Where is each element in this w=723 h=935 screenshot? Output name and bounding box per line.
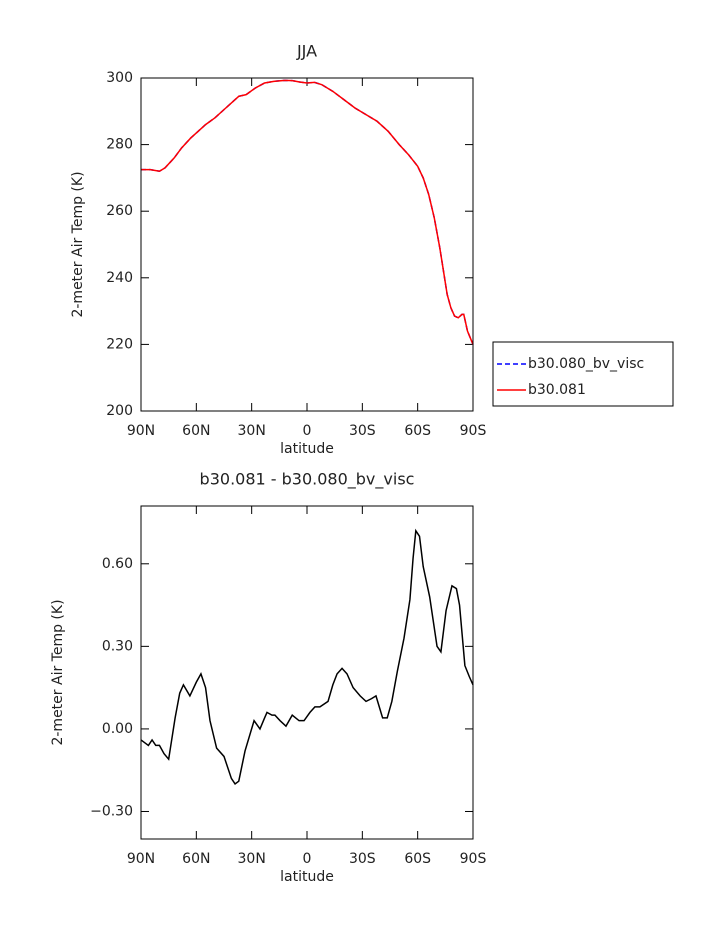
y-tick-label: 200 bbox=[106, 403, 133, 419]
x-tick-label: 30S bbox=[349, 851, 376, 867]
legend-label: b30.081 bbox=[528, 382, 586, 398]
data-line bbox=[141, 79, 474, 345]
legend-box bbox=[492, 341, 674, 407]
x-tick-label: 60S bbox=[404, 423, 431, 439]
chart-title: JJA bbox=[296, 42, 317, 61]
y-tick-label: 0.60 bbox=[102, 556, 133, 572]
y-tick-label: 260 bbox=[106, 203, 133, 219]
data-line bbox=[141, 79, 474, 345]
x-tick-label: 0 bbox=[303, 423, 312, 439]
x-tick-label: 30N bbox=[238, 423, 266, 439]
x-tick-label: 90S bbox=[460, 851, 487, 867]
x-tick-label: 60N bbox=[182, 423, 210, 439]
y-axis-label: 2-meter Air Temp (K) bbox=[50, 599, 66, 745]
x-tick-label: 30N bbox=[238, 851, 266, 867]
x-tick-label: 90S bbox=[460, 423, 487, 439]
y-tick-label: 0.00 bbox=[102, 721, 133, 737]
y-tick-label: 300 bbox=[106, 70, 133, 86]
y-tick-label: −0.30 bbox=[90, 803, 133, 819]
x-tick-label: 60S bbox=[404, 851, 431, 867]
x-tick-label: 90N bbox=[127, 423, 155, 439]
y-tick-label: 280 bbox=[106, 137, 133, 153]
y-tick-label: 240 bbox=[106, 270, 133, 286]
data-line bbox=[140, 528, 474, 786]
x-tick-label: 0 bbox=[303, 851, 312, 867]
chart-title: b30.081 - b30.080_bv_visc bbox=[200, 470, 415, 490]
x-tick-label: 60N bbox=[182, 851, 210, 867]
legend-label: b30.080_bv_visc bbox=[528, 356, 644, 372]
x-axis-label: latitude bbox=[280, 869, 334, 885]
plot-frame bbox=[140, 77, 474, 412]
y-tick-label: 0.30 bbox=[102, 638, 133, 654]
x-tick-label: 30S bbox=[349, 423, 376, 439]
x-axis-label: latitude bbox=[280, 441, 334, 457]
plot-frame bbox=[140, 505, 474, 840]
x-tick-label: 90N bbox=[127, 851, 155, 867]
y-tick-label: 220 bbox=[106, 336, 133, 352]
y-axis-label: 2-meter Air Temp (K) bbox=[70, 171, 86, 317]
